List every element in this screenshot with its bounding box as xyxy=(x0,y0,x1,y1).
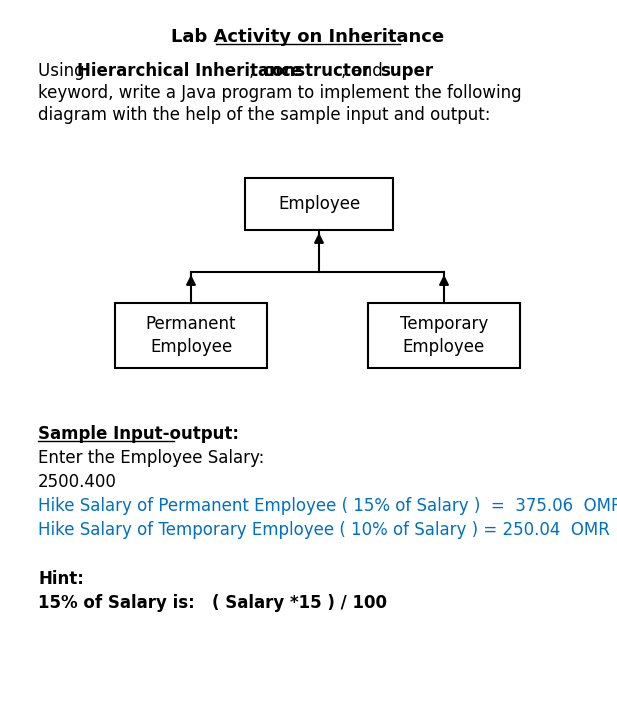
Text: keyword, write a Java program to implement the following: keyword, write a Java program to impleme… xyxy=(38,84,521,102)
Text: Using: Using xyxy=(38,62,90,80)
Text: ,: , xyxy=(249,62,260,80)
Text: Lab Activity on Inheritance: Lab Activity on Inheritance xyxy=(172,28,445,46)
Text: constructor: constructor xyxy=(262,62,371,80)
Text: Sample Input-output:: Sample Input-output: xyxy=(38,425,239,443)
Bar xyxy=(245,178,393,230)
Text: Permanent
Employee: Permanent Employee xyxy=(146,315,236,356)
Text: Employee: Employee xyxy=(278,195,360,213)
Text: , and: , and xyxy=(341,62,387,80)
Text: Temporary
Employee: Temporary Employee xyxy=(400,315,488,356)
Text: Hint:: Hint: xyxy=(38,570,84,588)
Text: diagram with the help of the sample input and output:: diagram with the help of the sample inpu… xyxy=(38,106,491,124)
Text: Hike Salary of Permanent Employee ( 15% of Salary )  =  375.06  OMR: Hike Salary of Permanent Employee ( 15% … xyxy=(38,497,617,515)
Text: super: super xyxy=(380,62,433,80)
Text: Hike Salary of Temporary Employee ( 10% of Salary ) = 250.04  OMR: Hike Salary of Temporary Employee ( 10% … xyxy=(38,521,610,539)
Text: 15% of Salary is:   ( Salary *15 ) / 100: 15% of Salary is: ( Salary *15 ) / 100 xyxy=(38,594,387,612)
Bar xyxy=(115,303,267,368)
Text: 2500.400: 2500.400 xyxy=(38,473,117,491)
Text: Enter the Employee Salary:: Enter the Employee Salary: xyxy=(38,449,264,467)
Text: Hierarchical Inheritance: Hierarchical Inheritance xyxy=(77,62,302,80)
Bar xyxy=(368,303,520,368)
